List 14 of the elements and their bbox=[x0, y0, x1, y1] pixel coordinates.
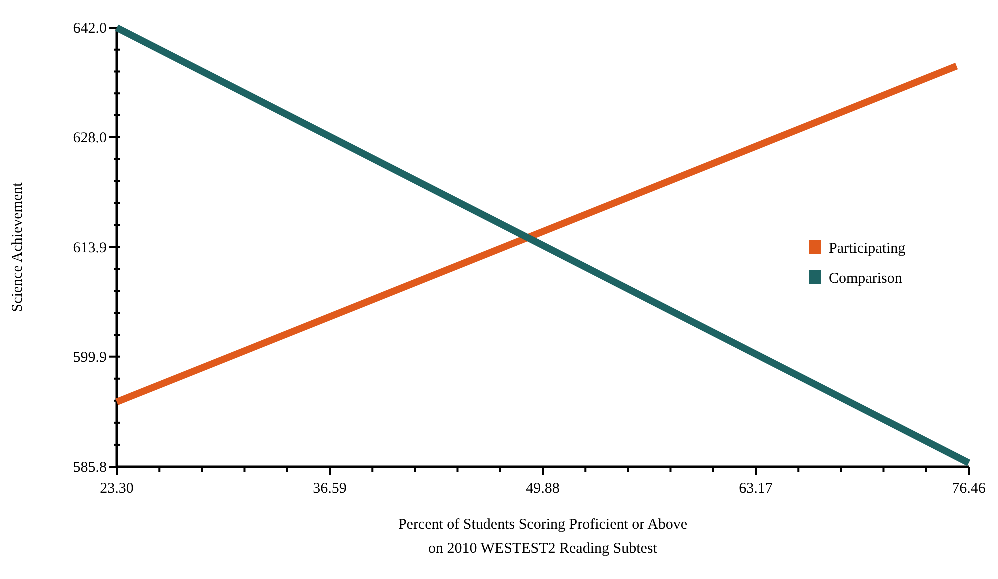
y-axis-title: Science Achievement bbox=[10, 182, 26, 312]
x-tick-label: 36.59 bbox=[313, 481, 347, 497]
y-tick-label: 613.9 bbox=[73, 240, 107, 256]
x-axis-title: Percent of Students Scoring Proficient or Above on 2010 WESTEST2 Reading Subtest bbox=[398, 517, 688, 557]
x-tick-label: 49.88 bbox=[526, 481, 560, 497]
legend-label: Comparison bbox=[829, 271, 903, 287]
x-tick-label: 76.46 bbox=[952, 481, 986, 497]
y-tick-label: 585.8 bbox=[73, 460, 107, 476]
legend-label: Participating bbox=[829, 241, 906, 257]
x-tick-label: 63.17 bbox=[739, 481, 774, 497]
x-tick-label: 23.30 bbox=[100, 481, 134, 497]
y-tick-label: 599.9 bbox=[73, 350, 107, 366]
y-tick-label: 642.0 bbox=[73, 21, 107, 37]
y-tick-label: 628.0 bbox=[73, 130, 107, 146]
